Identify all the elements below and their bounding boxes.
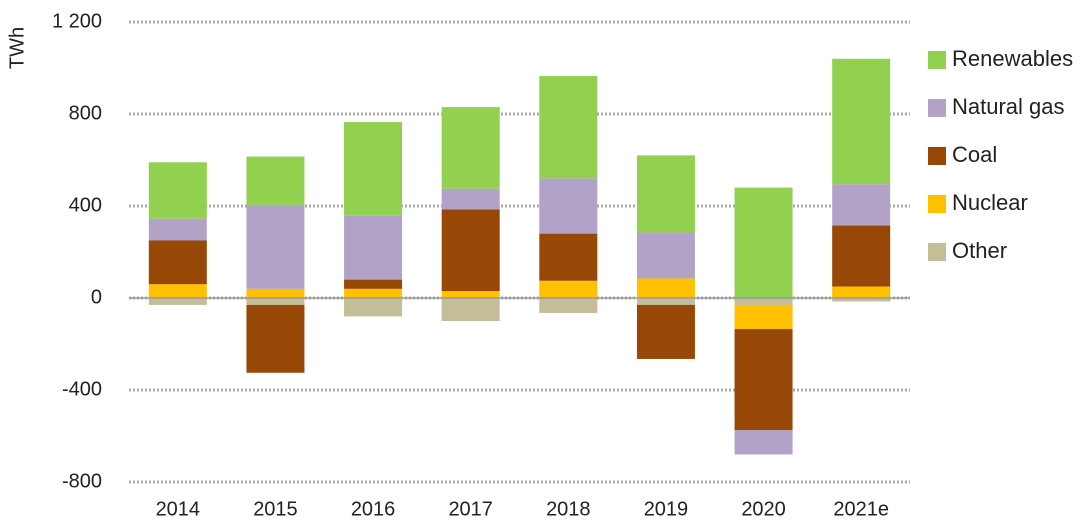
bar-segment	[148, 240, 207, 285]
legend-swatch	[928, 243, 946, 261]
y-tick-label: 800	[69, 102, 102, 124]
bar-segment	[441, 188, 500, 210]
x-tick-label: 2016	[351, 498, 396, 520]
bar-segment	[344, 215, 403, 280]
bar-segment	[636, 232, 695, 279]
bar-segment	[148, 162, 207, 219]
bar-segment	[539, 280, 598, 298]
bar-segment	[636, 155, 695, 233]
y-axis-label: TWh	[6, 27, 28, 69]
bar-segment	[734, 329, 793, 431]
bar-segment	[832, 225, 891, 287]
legend-swatch	[928, 99, 946, 117]
x-tick-label: 2018	[546, 498, 591, 520]
bar-segment	[246, 298, 305, 305]
y-tick-label: 1 200	[52, 10, 102, 32]
legend-label: Renewables	[952, 46, 1073, 71]
bar-segment	[441, 209, 500, 292]
bar-segment	[344, 122, 403, 216]
legend-label: Other	[952, 238, 1007, 263]
bar-segment	[539, 233, 598, 281]
legend-swatch	[928, 147, 946, 165]
bar-segment	[832, 298, 891, 302]
bar-segment	[539, 178, 598, 234]
bar-segment	[832, 58, 891, 185]
x-tick-label: 2017	[448, 498, 493, 520]
x-tick-label: 2015	[253, 498, 298, 520]
y-tick-label: -800	[62, 470, 102, 492]
bar-segment	[246, 304, 305, 373]
x-tick-label: 2019	[644, 498, 689, 520]
bar-segment	[636, 278, 695, 298]
y-tick-label: 400	[69, 194, 102, 216]
x-tick-label: 2021e	[833, 498, 889, 520]
bar-segment	[539, 298, 598, 313]
bar-segment	[441, 298, 500, 321]
bar-segment	[636, 298, 695, 305]
legend-label: Coal	[952, 142, 997, 167]
legend-label: Natural gas	[952, 94, 1065, 119]
bar-segment	[344, 298, 403, 317]
bar-segment	[636, 304, 695, 359]
bar-segment	[832, 184, 891, 226]
bar-segment	[148, 284, 207, 298]
x-tick-label: 2014	[156, 498, 201, 520]
y-tick-label: -400	[62, 378, 102, 400]
bar-segment	[734, 298, 793, 305]
bar-segment	[246, 288, 305, 298]
y-tick-label: 0	[91, 286, 102, 308]
bar-segment	[344, 288, 403, 298]
bar-segment	[734, 304, 793, 330]
bar-segment	[148, 298, 207, 305]
legend-swatch	[928, 195, 946, 213]
bar-segment	[246, 204, 305, 289]
bar-segment	[441, 291, 500, 298]
bar-segment	[832, 286, 891, 298]
bar-segment	[344, 279, 403, 289]
bar-segment	[246, 156, 305, 205]
x-tick-label: 2020	[741, 498, 786, 520]
legend-label: Nuclear	[952, 190, 1028, 215]
bar-segment	[441, 107, 500, 189]
bar-segment	[148, 218, 207, 241]
bar-segment	[539, 76, 598, 179]
legend-swatch	[928, 51, 946, 69]
bar-segment	[734, 430, 793, 455]
bar-segment	[734, 187, 793, 298]
